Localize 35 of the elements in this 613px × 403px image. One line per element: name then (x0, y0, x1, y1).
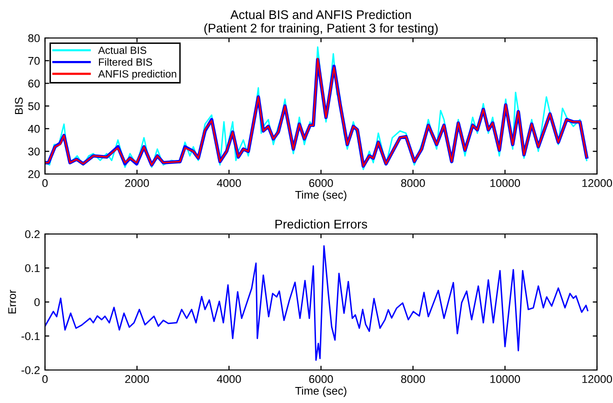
x-tick-label: 12000 (582, 179, 612, 188)
legend-label: Filtered BIS (98, 58, 152, 66)
y-tick-label: 20 (28, 170, 40, 178)
y-tick-label: 30 (28, 148, 40, 156)
chart-title: Prediction Errors (275, 219, 368, 229)
x-tick-label: 8000 (401, 179, 425, 188)
x-tick-label: 10000 (490, 375, 520, 384)
x-tick-label: 0 (42, 375, 48, 384)
x-tick-label: 8000 (401, 375, 425, 384)
x-tick-label: 12000 (582, 375, 612, 384)
legend-label: ANFIS prediction (98, 70, 176, 80)
x-tick-label: 0 (42, 179, 48, 188)
legend-label: Actual BIS (98, 46, 146, 54)
x-tick-label: 4000 (216, 179, 241, 188)
chart-title: Actual BIS and ANFIS Prediction (Patient 2 for training, Patient 3 for testing) (204, 10, 438, 36)
y-tick-label: 70 (28, 56, 40, 65)
y-tick-label: 60 (28, 80, 40, 88)
x-tick-label: 10000 (490, 179, 520, 188)
y-tick-label: 50 (28, 102, 40, 110)
y-tick-label: -0.2 (21, 366, 40, 374)
y-axis-title: Error (8, 290, 16, 314)
y-tick-label: 0 (34, 298, 40, 306)
x-axis-title: Time (sec) (295, 190, 346, 201)
y-tick-label: 0.2 (25, 230, 40, 238)
x-tick-label: 2000 (125, 179, 149, 188)
x-tick-label: 4000 (216, 375, 241, 384)
x-tick-label: 6000 (309, 179, 333, 188)
x-axis-title: Time (sec) (295, 386, 346, 397)
y-tick-label: 40 (28, 124, 40, 133)
y-tick-label: -0.1 (21, 332, 40, 340)
x-tick-label: 2000 (125, 375, 149, 384)
y-tick-label: 80 (28, 34, 40, 42)
y-axis-title: BIS (14, 98, 23, 114)
y-tick-label: 0.1 (25, 264, 40, 272)
x-tick-label: 6000 (309, 375, 333, 384)
